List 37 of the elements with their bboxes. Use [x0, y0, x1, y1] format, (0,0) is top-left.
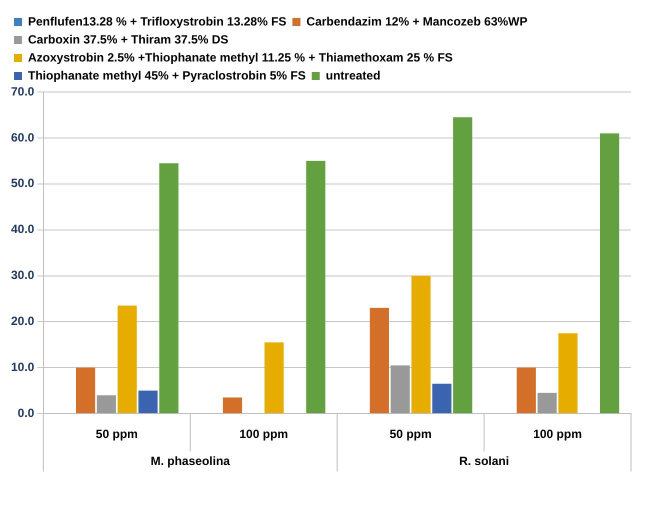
y-tick-label: 0.0 [18, 406, 35, 420]
bar [118, 306, 137, 414]
legend-label: Carbendazim 12% + Mancozeb 63%WP [306, 14, 528, 28]
text: R. solani [459, 454, 510, 468]
y-tick-label: 30.0 [10, 268, 35, 282]
legend-label: Azoxystrobin 2.5% +Thiophanate methyl 11.25 % + Thiamethoxam 25 % FS [28, 50, 453, 64]
x-tick-label: 50 ppm [390, 427, 432, 442]
bar [516, 368, 536, 414]
legend-label: untreated [326, 68, 380, 82]
x-tick-label: 100 ppm [239, 427, 288, 442]
bar [159, 163, 178, 414]
bar [264, 342, 284, 414]
bar [453, 117, 472, 414]
y-tick-label: 20.0 [10, 314, 35, 328]
bar [390, 365, 410, 414]
x-tick-label: 100 ppm [533, 427, 582, 442]
bar [222, 398, 242, 414]
bar [370, 308, 389, 414]
bar [538, 392, 557, 414]
bar [138, 390, 158, 414]
y-tick-label: 40.0 [10, 222, 35, 236]
bar [96, 395, 116, 414]
bar [76, 368, 96, 414]
bar [600, 133, 620, 414]
text: M. phaseolina [150, 454, 230, 468]
bar [411, 276, 431, 414]
y-tick-label: 50.0 [10, 176, 35, 190]
y-tick-label: 10.0 [10, 360, 35, 374]
bar [306, 160, 326, 414]
bar [432, 384, 452, 414]
bar [558, 333, 578, 414]
legend-label: Thiophanate methyl 45% + Pyraclostrobin 5% FS [28, 68, 306, 82]
legend-label: Penflufen13.28 % + Trifloxystrobin 13.28% FS [28, 14, 286, 28]
legend-label: Carboxin 37.5% + Thiram 37.5% DS [28, 32, 228, 46]
x-tick-label: 50 ppm [96, 427, 138, 442]
y-tick-label: 70.0 [10, 84, 35, 98]
y-tick-label: 60.0 [10, 130, 35, 144]
